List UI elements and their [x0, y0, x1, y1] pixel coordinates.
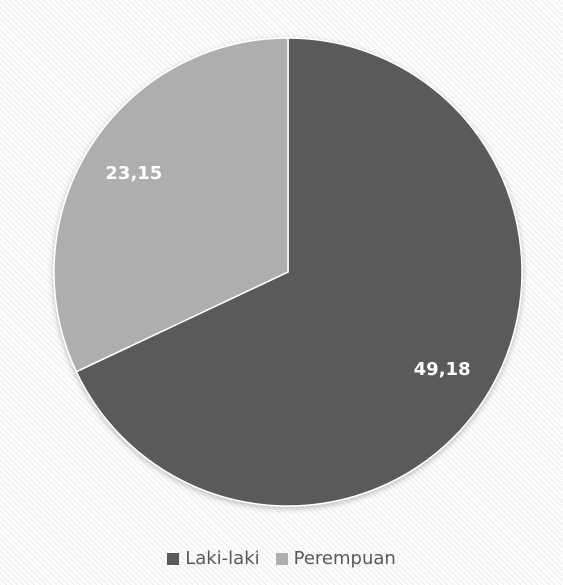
legend-item-laki-laki: Laki-laki	[167, 548, 260, 569]
pie-chart: 49,18 23,15	[53, 37, 523, 507]
legend-label-laki-laki: Laki-laki	[185, 548, 260, 569]
legend-swatch-perempuan	[275, 552, 288, 565]
data-label-perempuan: 23,15	[105, 163, 162, 184]
data-label-laki-laki: 49,18	[414, 359, 471, 380]
pie-slice-laki-laki	[75, 37, 523, 507]
legend: Laki-laki Perempuan	[0, 548, 563, 569]
legend-label-perempuan: Perempuan	[293, 548, 396, 569]
pie-slice-perempuan	[53, 37, 289, 373]
legend-swatch-laki-laki	[167, 552, 180, 565]
legend-item-perempuan: Perempuan	[275, 548, 396, 569]
